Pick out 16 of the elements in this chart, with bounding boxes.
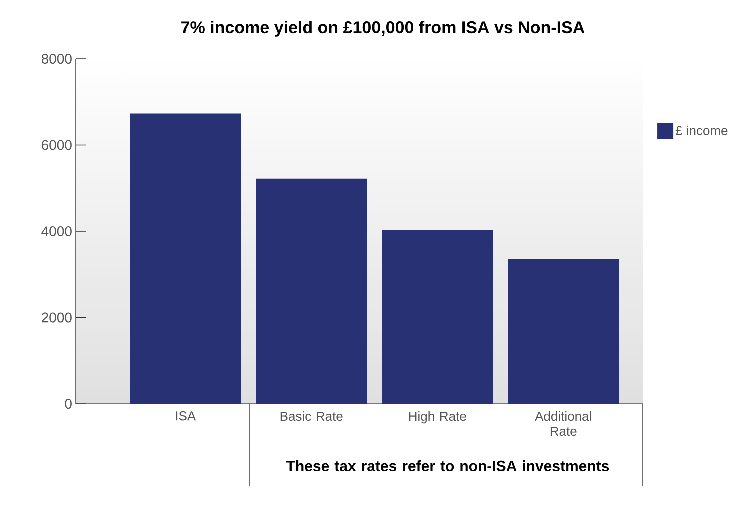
x-tick-label: Additional Rate: [535, 412, 592, 436]
y-tick-label: 4000: [42, 226, 72, 236]
y-tick-label: 0: [65, 399, 72, 409]
y-tick-label: 6000: [42, 140, 72, 150]
x-tick-label: Basic Rate: [280, 412, 343, 422]
chart-title: 7% income yield on £100,000 from ISA vs Non-ISA: [182, 21, 585, 37]
bar: [256, 178, 368, 404]
bar: [382, 230, 494, 404]
x-tick-label: ISA: [176, 412, 196, 421]
text: These tax rates refer to non-ISA investments: [286, 460, 610, 472]
legend-label: £ income: [676, 126, 728, 136]
y-tick-label: 8000: [42, 54, 72, 64]
y-tick-label: 2000: [42, 312, 72, 323]
bar: [508, 259, 620, 404]
bar: [130, 114, 242, 404]
x-tick-label: High Rate: [409, 412, 466, 424]
